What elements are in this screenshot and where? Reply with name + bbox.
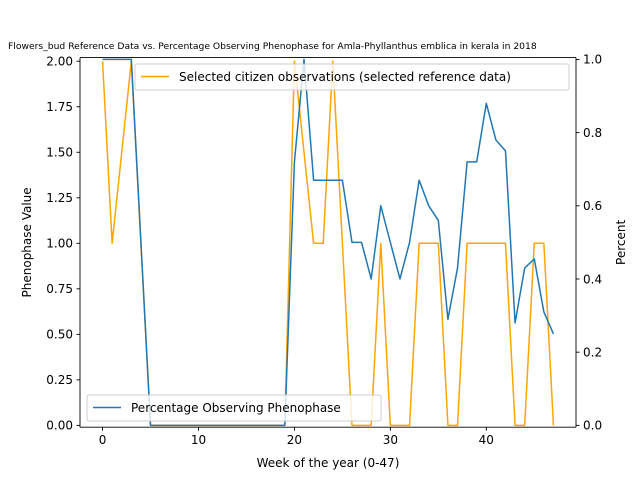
chart-title: Flowers_bud Reference Data vs. Percentag… [8, 41, 537, 52]
right-y-tick-label: 1.0 [583, 53, 602, 67]
left-y-tick-label: 2.00 [46, 55, 73, 69]
left-y-tick-label: 0.50 [46, 328, 73, 342]
right-y-tick-label: 0.2 [583, 345, 602, 359]
x-axis-ticks: 0 10 20 30 40 [99, 427, 494, 447]
left-y-tick-label: 1.25 [46, 191, 73, 205]
x-tick-label: 20 [287, 433, 302, 447]
left-y-axis-label: Phenophase Value [20, 187, 34, 297]
legend-upper-right: Selected citizen observations (selected … [134, 63, 570, 91]
right-y-tick-label: 0.6 [583, 199, 602, 213]
left-y-axis-ticks: 0.00 0.25 0.50 0.75 1.00 1.25 1.50 1.75 2.00 [46, 55, 80, 433]
left-y-tick-label: 1.75 [46, 100, 73, 114]
right-y-axis-ticks: 0.0 0.2 0.4 0.6 0.8 1.0 [576, 53, 602, 433]
right-y-tick-label: 0.0 [583, 419, 602, 433]
left-y-tick-label: 1.00 [46, 237, 73, 251]
x-tick-label: 40 [479, 433, 494, 447]
x-tick-label: 10 [191, 433, 206, 447]
axes-frame [79, 57, 577, 428]
right-y-tick-label: 0.4 [583, 272, 602, 286]
x-tick-label: 30 [383, 433, 398, 447]
right-y-tick-label: 0.8 [583, 126, 602, 140]
left-y-tick-label: 0.00 [46, 419, 73, 433]
left-y-tick-label: 0.25 [46, 373, 73, 387]
left-y-tick-label: 0.75 [46, 282, 73, 296]
left-y-tick-label: 1.50 [46, 146, 73, 160]
series-line-1 [102, 58, 555, 427]
legend-label-citizen-observations: Selected citizen observations (selected … [179, 70, 511, 84]
x-tick-label: 0 [99, 433, 107, 447]
legend-label-percentage-observing: Percentage Observing Phenophase [131, 401, 341, 415]
legend-lower-left: Percentage Observing Phenophase [86, 394, 382, 422]
plot-area [101, 58, 555, 427]
right-y-axis-label: Percent [614, 220, 628, 265]
x-axis-label: Week of the year (0-47) [257, 456, 400, 470]
